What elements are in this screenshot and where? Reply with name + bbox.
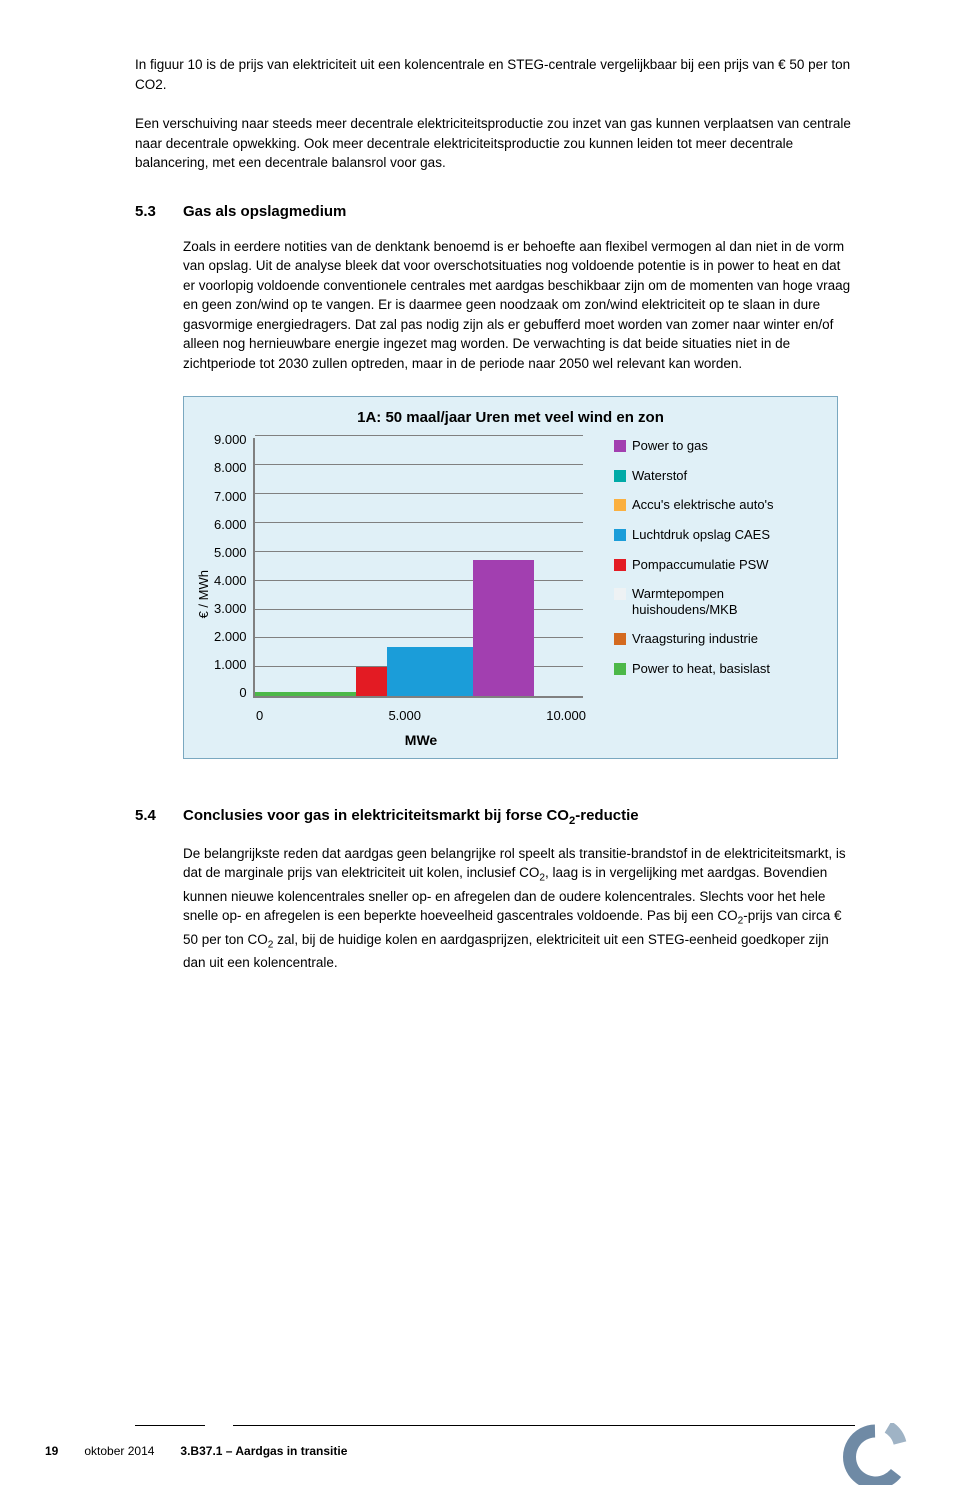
gridline [255, 551, 583, 552]
legend-label: Vraagsturing industrie [632, 631, 758, 647]
chart-bar [356, 667, 386, 696]
legend-item: Warmtepompen huishoudens/MKB [614, 586, 802, 617]
legend-item: Accu's elektrische auto's [614, 497, 802, 513]
footer-rule-long [233, 1425, 855, 1426]
ytick-label: 8.000 [214, 459, 247, 478]
footer-rule-short [135, 1425, 205, 1426]
chart-ylabel: € / MWh [195, 570, 214, 618]
chart-container: 1A: 50 maal/jaar Uren met veel wind en z… [183, 396, 838, 760]
legend-swatch [614, 440, 626, 452]
ytick-label: 0 [214, 684, 247, 703]
chart-yaxis-label-wrap: € / MWh [194, 438, 214, 750]
gridline [255, 522, 583, 523]
legend-item: Pompaccumulatie PSW [614, 557, 802, 573]
chart-xticks: 0 5.000 10.000 [256, 703, 586, 726]
legend-swatch [614, 633, 626, 645]
legend-item: Power to heat, basislast [614, 661, 802, 677]
ce-logo-icon [842, 1423, 912, 1490]
footer-rules [0, 1425, 960, 1426]
intro-paragraph-2: Een verschuiving naar steeds meer decent… [135, 114, 855, 173]
section-title: Gas als opslagmedium [183, 201, 346, 223]
xtick-label: 10.000 [546, 707, 586, 726]
chart-title: 1A: 50 maal/jaar Uren met veel wind en z… [194, 401, 827, 439]
legend-swatch [614, 470, 626, 482]
gridline [255, 493, 583, 494]
ytick-label: 2.000 [214, 628, 247, 647]
ytick-label: 4.000 [214, 572, 247, 591]
legend-swatch [614, 559, 626, 571]
xtick-label: 5.000 [388, 707, 421, 726]
legend-item: Waterstof [614, 468, 802, 484]
legend-label: Accu's elektrische auto's [632, 497, 774, 513]
section-5-3-heading: 5.3 Gas als opslagmedium [135, 201, 855, 223]
legend-swatch [614, 499, 626, 511]
intro-paragraph-1: In figuur 10 is de prijs van elektricite… [135, 55, 855, 94]
section-5-3-body: Zoals in eerdere notities van de denktan… [183, 237, 855, 374]
legend-label: Waterstof [632, 468, 687, 484]
legend-swatch [614, 663, 626, 675]
section-title: Conclusies voor gas in elektriciteitsmar… [183, 805, 639, 829]
chart-xlabel: MWe [256, 726, 586, 750]
chart-bar [387, 647, 473, 696]
xtick-label: 0 [256, 707, 263, 726]
legend-label: Power to heat, basislast [632, 661, 770, 677]
section-number: 5.3 [135, 201, 183, 223]
legend-swatch [614, 588, 626, 600]
ytick-label: 9.000 [214, 431, 247, 450]
legend-item: Vraagsturing industrie [614, 631, 802, 647]
ytick-label: 7.000 [214, 488, 247, 507]
section-5-4-body: De belangrijkste reden dat aardgas geen … [183, 844, 855, 973]
page-footer: 19 oktober 2014 3.B37.1 – Aardgas in tra… [0, 1425, 960, 1458]
footer-date: oktober 2014 [84, 1444, 154, 1458]
chart-plot-column: 9.0008.0007.0006.0005.0004.0003.0002.000… [214, 438, 586, 750]
page-number: 19 [45, 1444, 58, 1458]
footer-reference: 3.B37.1 – Aardgas in transitie [180, 1444, 347, 1458]
section-5-4-heading: 5.4 Conclusies voor gas in elektriciteit… [135, 805, 855, 829]
chart-yticks: 9.000 8.000 7.000 6.000 5.000 4.000 3.000 2.000… [214, 431, 253, 703]
legend-item: Power to gas [614, 438, 802, 454]
legend-label: Warmtepompen huishoudens/MKB [632, 586, 802, 617]
legend-label: Power to gas [632, 438, 708, 454]
chart-plot-row: 9.0008.0007.0006.0005.0004.0003.0002.000… [214, 438, 586, 703]
legend-label: Luchtdruk opslag CAES [632, 527, 770, 543]
chart-body: € / MWh 9.0008.0007.0006.0005.0004.0003.… [194, 438, 827, 750]
section-number: 5.4 [135, 805, 183, 827]
ytick-label: 5.000 [214, 544, 247, 563]
legend-swatch [614, 529, 626, 541]
ytick-label: 3.000 [214, 600, 247, 619]
ytick-label: 1.000 [214, 656, 247, 675]
chart-plot-area [253, 438, 583, 698]
ytick-label: 6.000 [214, 516, 247, 535]
chart-legend: Power to gas Waterstof Accu's elektrische … [586, 438, 802, 750]
gridline [255, 435, 583, 436]
legend-item: Luchtdruk opslag CAES [614, 527, 802, 543]
chart-bar [255, 692, 357, 696]
footer-text: 19 oktober 2014 3.B37.1 – Aardgas in tra… [0, 1444, 960, 1458]
chart-bar [473, 560, 534, 696]
legend-label: Pompaccumulatie PSW [632, 557, 769, 573]
page-content: In figuur 10 is de prijs van elektricite… [0, 0, 960, 972]
gridline [255, 464, 583, 465]
